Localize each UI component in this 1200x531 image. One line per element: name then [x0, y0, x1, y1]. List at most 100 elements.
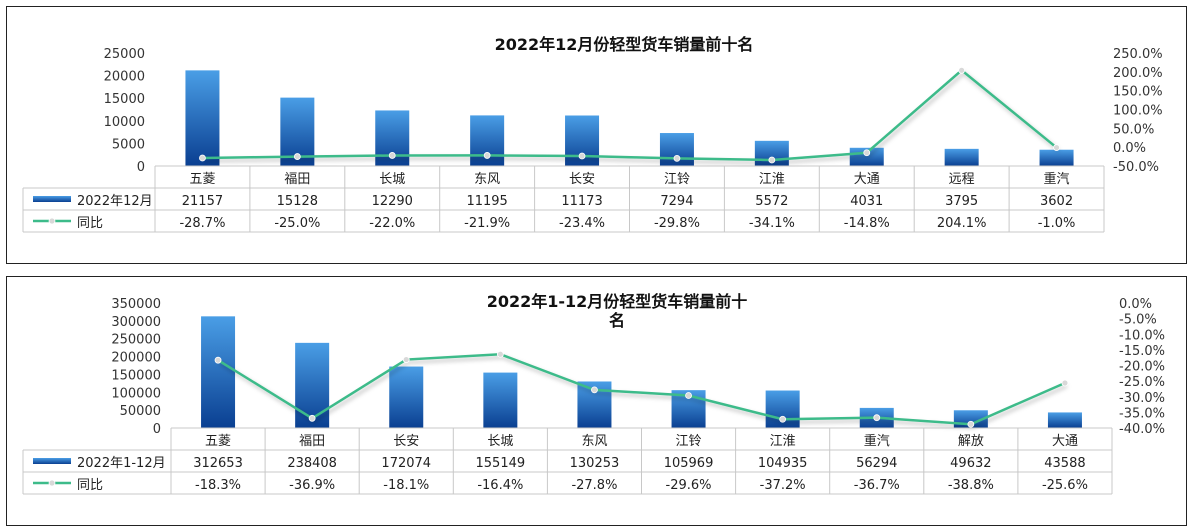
category-label: 江淮 [759, 172, 785, 187]
y-right-tick-label: 0.0% [1119, 297, 1152, 312]
chart-title-line: 名 [609, 311, 625, 330]
chart-panel-annual: 2022年1-12月份轻型货车销量前十名 350000 300000 250000 20… [6, 276, 1187, 526]
y-left-tick-label: 150000 [111, 368, 161, 383]
bar [201, 316, 236, 428]
table-value: -25.6% [1042, 478, 1088, 493]
table-value: -37.2% [760, 478, 806, 493]
table-value: -14.8% [844, 216, 890, 231]
y-left-tick-label: 50000 [120, 404, 161, 419]
category-label: 解放 [958, 434, 984, 449]
chart-title: 2022年1-12月份轻型货车销量前十名 [487, 292, 748, 330]
series-line [202, 68, 1058, 162]
category-label: 远程 [949, 172, 975, 187]
line-point [496, 350, 504, 358]
table-value: 7294 [660, 194, 693, 209]
line-point [308, 414, 316, 422]
table-value: 238408 [287, 456, 337, 471]
category-label: 江铃 [664, 172, 690, 187]
line-point [591, 386, 598, 394]
y-right-tick-label: -10.0% [1119, 328, 1165, 343]
line-point [199, 154, 206, 162]
line-point [779, 415, 787, 423]
category-label: 长安 [569, 172, 595, 187]
y-left-tick-label: 350000 [111, 297, 161, 312]
line-point [578, 152, 586, 160]
y-left-tick-label: 0 [153, 422, 161, 437]
table-value: -29.6% [666, 478, 712, 493]
table-value: 12290 [372, 194, 413, 209]
table-value: 105969 [664, 456, 714, 471]
category-label: 长城 [379, 172, 405, 187]
legend-key-marker [48, 479, 56, 487]
line-point [402, 356, 410, 363]
y-right-tick-label: 150.0% [1113, 85, 1163, 100]
table-value: -1.0% [1038, 216, 1076, 231]
table-value: 155149 [476, 456, 526, 471]
y-right-tick-label: 50.0% [1113, 122, 1154, 137]
y-right-tick-label: -50.0% [1113, 160, 1159, 175]
table-value: -38.8% [948, 478, 994, 493]
category-label: 长城 [487, 434, 513, 449]
y-right-tick-label: 250.0% [1113, 47, 1163, 62]
y-left-tick-label: 10000 [104, 115, 145, 130]
y-left-tick-label: 100000 [111, 386, 161, 401]
table-value: 5572 [755, 194, 788, 209]
table-value: 172074 [381, 456, 431, 471]
category-label: 江铃 [676, 434, 702, 449]
table-value: -36.9% [289, 478, 335, 493]
line-point [673, 154, 681, 162]
bar [944, 148, 979, 166]
table-value: -25.0% [274, 216, 320, 231]
bar [295, 342, 330, 428]
table-value: -36.7% [854, 478, 900, 493]
chart-title: 2022年12月份轻型货车销量前十名 [495, 35, 754, 54]
legend-key-marker [48, 217, 56, 225]
table-value: 3795 [945, 194, 978, 209]
chart-december: 2022年12月份轻型货车销量前十名 25000 20000 15000 10000 50… [22, 35, 1163, 233]
table-value: 3602 [1040, 194, 1073, 209]
y-right-tick-label: -20.0% [1119, 360, 1165, 375]
y-right-tick-label: -5.0% [1119, 313, 1157, 328]
table-value: 204.1% [937, 216, 987, 231]
bar [389, 366, 424, 428]
y-right-tick-label: -30.0% [1119, 391, 1165, 406]
line-point [768, 156, 776, 164]
line-point [863, 149, 871, 157]
table-value: 21157 [182, 194, 223, 209]
category-label: 大通 [1052, 434, 1078, 449]
legend-key-bar [33, 196, 71, 202]
line-point [958, 66, 966, 74]
series-name-bar: 2022年1-12月 [77, 456, 166, 471]
y-right-tick-label: -15.0% [1119, 344, 1165, 359]
y-right-tick-label: -25.0% [1119, 375, 1165, 390]
y-left-tick-label: 200000 [111, 351, 161, 366]
category-label: 江淮 [770, 434, 796, 449]
line-point [967, 420, 975, 428]
y-left-tick-label: 20000 [104, 70, 145, 85]
line-point [1061, 379, 1069, 387]
table-value: 11195 [466, 194, 507, 209]
series-name-line: 同比 [77, 478, 103, 493]
line-point [293, 153, 301, 160]
category-label: 长安 [393, 434, 419, 449]
table-value: 49632 [950, 456, 991, 471]
y-left-tick-label: 25000 [104, 47, 145, 62]
y-right-tick-label: 200.0% [1113, 66, 1163, 81]
table-value: -27.8% [571, 478, 617, 493]
table-value: 56294 [856, 456, 897, 471]
y-right-tick-label: -40.0% [1119, 422, 1165, 437]
table-value: 312653 [193, 456, 243, 471]
bar [1047, 412, 1082, 428]
table-value: 11173 [561, 194, 602, 209]
category-label: 大通 [854, 172, 880, 187]
series-name-bar: 2022年12月 [77, 194, 153, 209]
y-right-tick-label: 100.0% [1113, 104, 1163, 119]
table-value: -22.0% [369, 216, 415, 231]
table-value: -21.9% [464, 216, 510, 231]
table-value: -34.1% [749, 216, 795, 231]
category-label: 福田 [284, 172, 310, 187]
y-left-tick-label: 15000 [104, 92, 145, 107]
line-point [685, 392, 692, 399]
bar [185, 70, 220, 166]
category-label: 五菱 [205, 434, 231, 449]
